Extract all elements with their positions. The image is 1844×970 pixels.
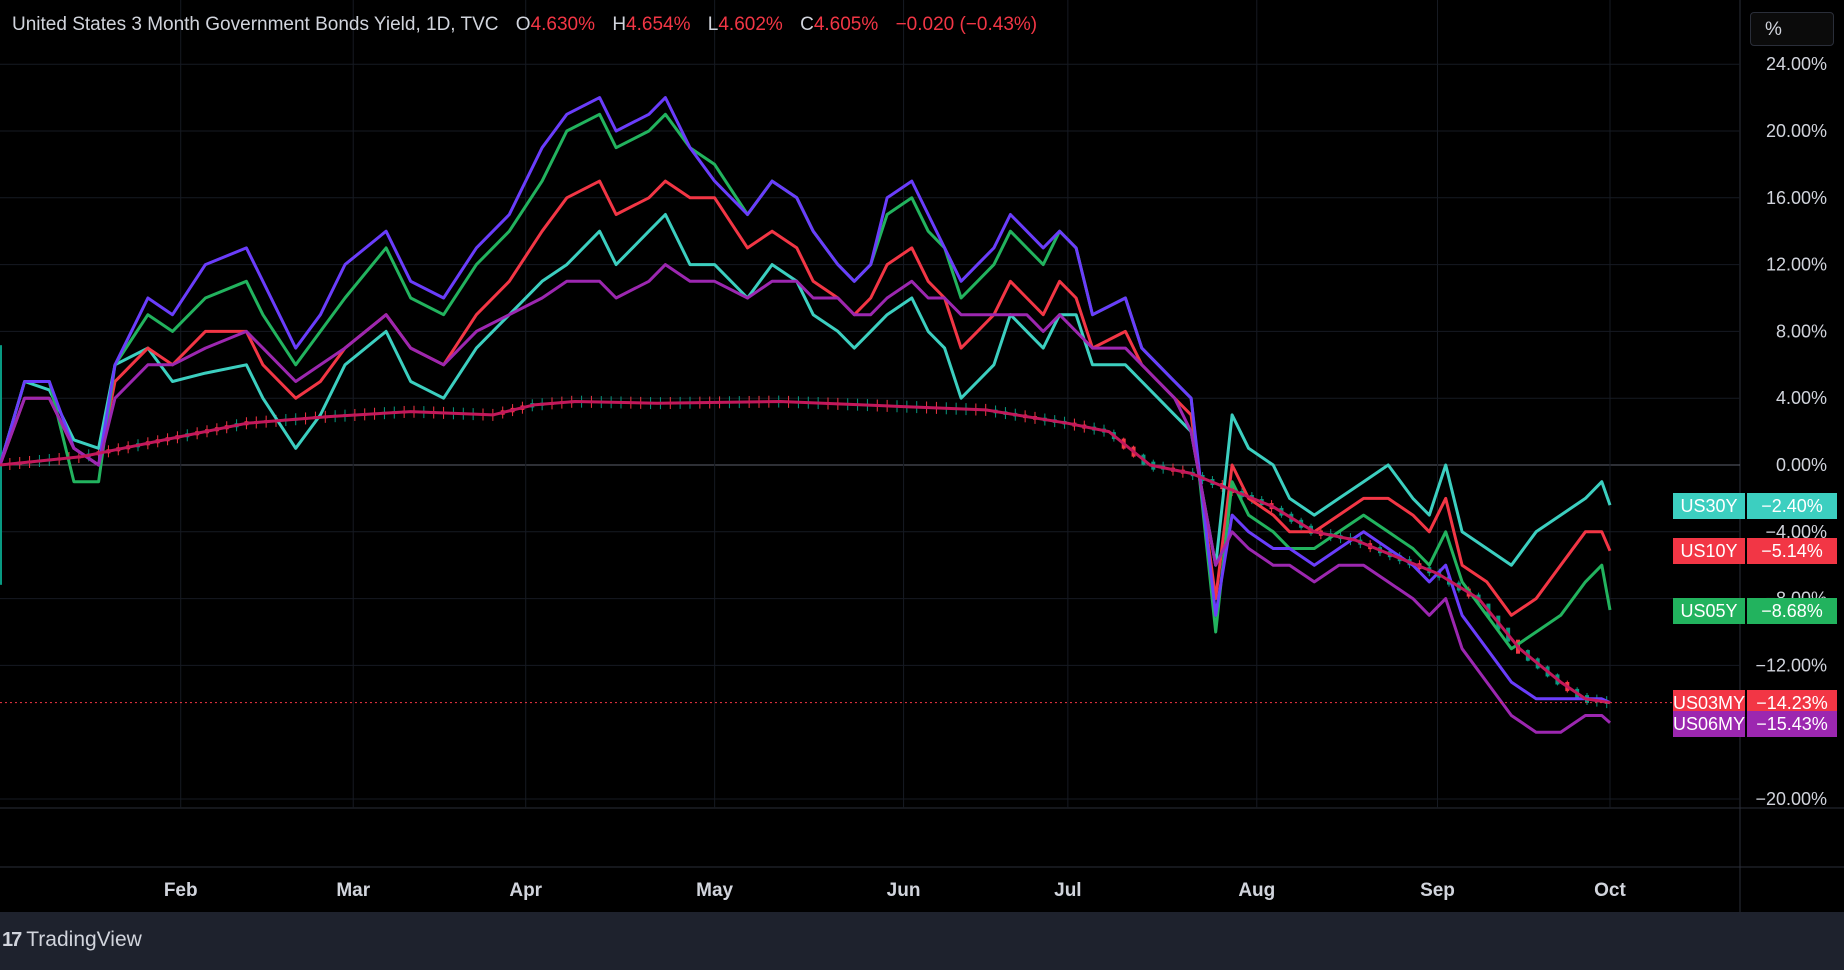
chart-canvas[interactable]: 24.00% 20.00% 16.00% 12.00% 8.00% 4.00% 0.00% −… bbox=[0, 0, 1844, 912]
us03my-compare-line[interactable] bbox=[0, 400, 1611, 705]
axis-label-name-box bbox=[1673, 538, 1745, 564]
x-tick-label: Oct bbox=[1594, 880, 1626, 901]
y-tick-label: 16.00% bbox=[1766, 188, 1827, 208]
y-tick-label: −12.00% bbox=[1755, 655, 1827, 675]
x-tick-label: Feb bbox=[164, 880, 198, 901]
legend-header: United States 3 Month Government Bonds Y… bbox=[12, 14, 1037, 36]
high-value: 4.654% bbox=[626, 14, 691, 35]
y-tick-label: 0.00% bbox=[1776, 455, 1827, 475]
x-tick-label: Jul bbox=[1054, 880, 1081, 901]
tradingview-logo[interactable]: 17 TradingView bbox=[2, 928, 142, 952]
y-tick-label: 8.00% bbox=[1776, 321, 1827, 341]
axis-label-value: −5.14% bbox=[1761, 541, 1823, 561]
us06my-line[interactable] bbox=[0, 263, 1611, 734]
axis-label-value: −8.68% bbox=[1761, 601, 1823, 621]
us03my-line[interactable] bbox=[0, 96, 1611, 704]
axis-label-name-box bbox=[1673, 493, 1745, 519]
change-value: −0.020 (−0.43%) bbox=[895, 14, 1038, 35]
axis-label-name: US05Y bbox=[1680, 601, 1737, 621]
x-tick-label: Jun bbox=[887, 880, 921, 901]
open-value: 4.630% bbox=[530, 14, 596, 35]
us10y-line[interactable] bbox=[0, 179, 1612, 617]
axis-label-name: US03MY bbox=[1673, 693, 1745, 713]
axis-label-value: −14.23% bbox=[1756, 693, 1828, 713]
axis-label-name-box bbox=[1673, 711, 1745, 737]
symbol-title[interactable]: United States 3 Month Government Bonds Y… bbox=[12, 14, 499, 35]
percent-scale-button[interactable]: % bbox=[1750, 12, 1834, 46]
y-tick-label: −20.00% bbox=[1755, 789, 1827, 809]
us05y-line[interactable] bbox=[0, 112, 1612, 651]
high-label: H bbox=[612, 14, 627, 35]
axis-label-value-box bbox=[1747, 598, 1837, 624]
close-label: C bbox=[800, 14, 814, 35]
x-tick-label: Sep bbox=[1420, 880, 1455, 901]
tradingview-brand-text: TradingView bbox=[26, 928, 142, 951]
y-tick-label: −4.00% bbox=[1765, 522, 1827, 542]
axis-label-value-box bbox=[1747, 538, 1837, 564]
axis-label-value: −2.40% bbox=[1761, 496, 1823, 516]
axis-label-name: US30Y bbox=[1680, 496, 1737, 516]
axis-label-name: US06MY bbox=[1673, 714, 1745, 734]
axis-label-value-box bbox=[1747, 493, 1837, 519]
y-tick-label: 20.00% bbox=[1766, 121, 1827, 141]
low-label: L bbox=[707, 14, 719, 35]
tradingview-logo-icon: 17 bbox=[2, 928, 22, 951]
x-tick-label: May bbox=[696, 880, 733, 901]
y-tick-label: 12.00% bbox=[1766, 255, 1827, 275]
us30y-line[interactable] bbox=[0, 213, 1612, 567]
y-tick-label: 4.00% bbox=[1776, 388, 1827, 408]
x-tick-label: Aug bbox=[1238, 880, 1275, 901]
axis-label-name: US10Y bbox=[1680, 541, 1737, 561]
axis-label-name-box bbox=[1673, 598, 1745, 624]
y-tick-label: 24.00% bbox=[1766, 54, 1827, 74]
close-value: 4.605% bbox=[813, 14, 879, 35]
axis-label-value: −15.43% bbox=[1756, 714, 1828, 734]
x-tick-label: Mar bbox=[336, 880, 370, 901]
x-tick-label: Apr bbox=[509, 880, 542, 901]
footer-bar: 17 TradingView bbox=[0, 912, 1844, 970]
low-value: 4.602% bbox=[718, 14, 783, 35]
axis-label-value-box bbox=[1747, 711, 1837, 737]
open-label: O bbox=[515, 14, 531, 35]
